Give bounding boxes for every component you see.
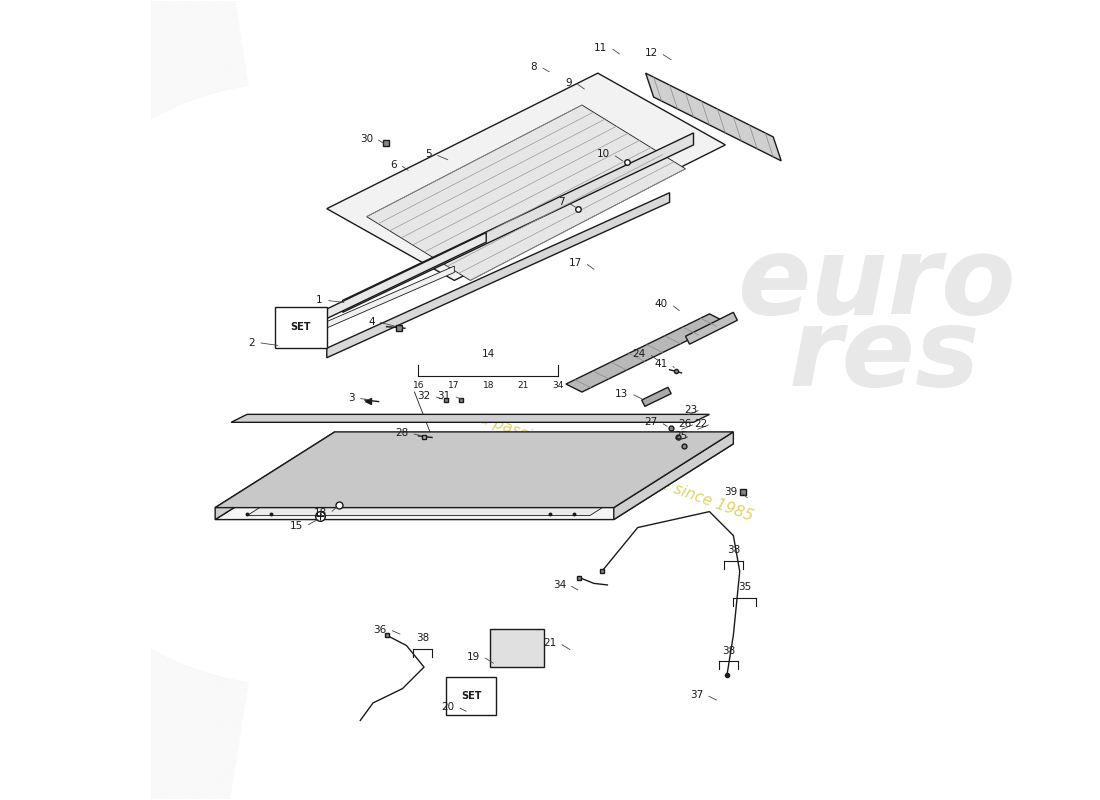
- Text: 18: 18: [314, 508, 327, 518]
- Text: 14: 14: [482, 349, 495, 358]
- Text: 34: 34: [552, 381, 563, 390]
- Text: 25: 25: [674, 431, 688, 441]
- Text: euro: euro: [737, 231, 1016, 338]
- Polygon shape: [685, 312, 737, 344]
- Text: 16: 16: [412, 381, 425, 390]
- Polygon shape: [248, 450, 693, 515]
- Text: 31: 31: [437, 391, 450, 401]
- Text: 26: 26: [679, 419, 692, 429]
- FancyBboxPatch shape: [275, 306, 327, 348]
- Text: 32: 32: [417, 391, 430, 401]
- Text: 1: 1: [316, 295, 322, 306]
- Text: 19: 19: [466, 652, 480, 662]
- Polygon shape: [327, 193, 670, 358]
- Polygon shape: [641, 387, 671, 406]
- FancyBboxPatch shape: [447, 677, 496, 715]
- Text: 23: 23: [684, 405, 697, 414]
- Text: 3: 3: [348, 394, 354, 403]
- Text: 8: 8: [530, 62, 537, 72]
- Text: 34: 34: [552, 580, 565, 590]
- Text: 6: 6: [390, 160, 397, 170]
- Text: 22: 22: [694, 419, 708, 429]
- Text: 24: 24: [632, 349, 646, 358]
- Text: 21: 21: [543, 638, 557, 648]
- Text: 41: 41: [654, 359, 668, 369]
- Polygon shape: [366, 105, 685, 281]
- Text: 30: 30: [360, 134, 373, 143]
- Text: SET: SET: [290, 322, 311, 333]
- Text: 10: 10: [596, 150, 609, 159]
- Text: 40: 40: [654, 299, 668, 310]
- Text: 28: 28: [395, 429, 408, 438]
- Text: 17: 17: [569, 258, 582, 268]
- Text: a passion for performance since 1985: a passion for performance since 1985: [478, 411, 756, 524]
- Text: 15: 15: [289, 521, 302, 531]
- Text: 9: 9: [565, 78, 572, 88]
- Text: 17: 17: [448, 381, 459, 390]
- Polygon shape: [327, 73, 725, 281]
- Polygon shape: [343, 133, 693, 312]
- Text: 11: 11: [594, 42, 607, 53]
- Text: 21: 21: [517, 381, 529, 390]
- Text: 38: 38: [416, 633, 429, 643]
- Text: res: res: [789, 303, 981, 409]
- Text: 20: 20: [441, 702, 454, 712]
- Polygon shape: [216, 444, 734, 519]
- Text: SET: SET: [461, 690, 482, 701]
- Text: 36: 36: [373, 625, 386, 634]
- Text: 39: 39: [724, 486, 737, 497]
- Text: 7: 7: [558, 198, 564, 207]
- Polygon shape: [231, 414, 710, 422]
- Text: 37: 37: [690, 690, 703, 700]
- Text: 2: 2: [249, 338, 255, 347]
- Text: 38: 38: [722, 646, 735, 656]
- Text: 38: 38: [727, 546, 740, 555]
- Polygon shape: [565, 314, 725, 392]
- Text: 18: 18: [483, 381, 494, 390]
- FancyBboxPatch shape: [491, 629, 544, 667]
- Text: 4: 4: [368, 317, 375, 327]
- Polygon shape: [216, 432, 334, 519]
- Text: 5: 5: [426, 150, 432, 159]
- Polygon shape: [319, 266, 454, 331]
- Polygon shape: [646, 73, 781, 161]
- Text: 13: 13: [615, 389, 628, 398]
- Polygon shape: [295, 233, 486, 334]
- Text: 35: 35: [738, 582, 751, 592]
- Text: 12: 12: [645, 48, 658, 58]
- Polygon shape: [614, 432, 734, 519]
- Polygon shape: [216, 432, 734, 508]
- Text: 27: 27: [645, 418, 658, 427]
